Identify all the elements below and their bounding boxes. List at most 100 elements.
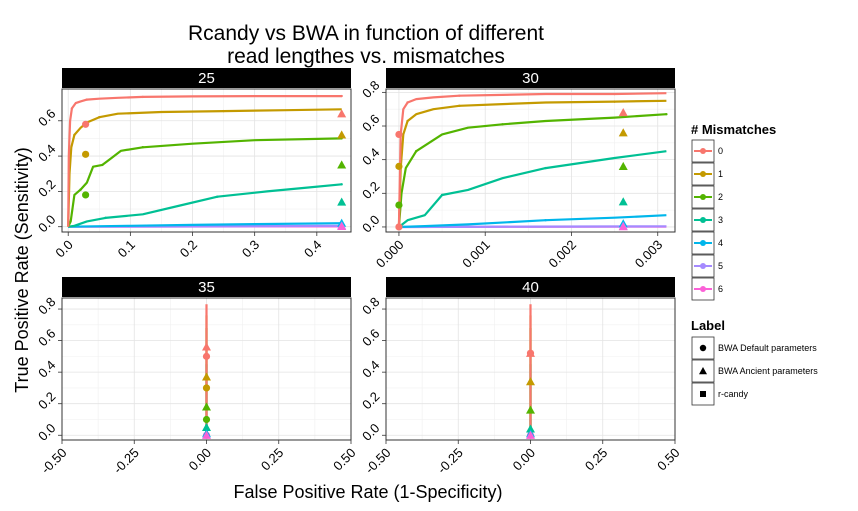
legend-mismatch-title: # Mismatches — [691, 122, 776, 137]
y-tick-label: 0.0 — [359, 212, 382, 235]
rcandy-point — [216, 195, 219, 198]
y-tick-label: 0.6 — [359, 111, 382, 134]
bwa-ancient-point — [202, 430, 211, 439]
bwa-ancient-point — [618, 222, 628, 231]
y-tick-label: 0.4 — [35, 357, 58, 380]
bwa-ancient-point — [618, 161, 628, 170]
y-tick-label: 0.0 — [35, 420, 58, 443]
legend-item-mismatch-4: 4 — [691, 231, 723, 255]
x-tick-label: 0.50 — [330, 445, 359, 474]
rcandy-point — [458, 104, 461, 108]
y-tick-label: 0.8 — [359, 77, 382, 100]
rcandy-point — [406, 119, 409, 123]
legend-item-mismatch-3: 3 — [691, 208, 723, 232]
x-tick-label: 0.00 — [510, 445, 539, 474]
panel-border — [385, 297, 676, 441]
rcandy-point — [414, 150, 418, 153]
x-tick-label: 0.002 — [545, 237, 579, 271]
y-tick-label: 0.2 — [359, 389, 382, 412]
bwa-ancient-point — [618, 128, 628, 137]
legend-label: r-candy — [718, 389, 749, 399]
panel-border — [61, 88, 352, 233]
legend-key-point — [700, 148, 706, 154]
series-line-mismatch-2 — [397, 113, 667, 228]
y-tick-label: 0.2 — [359, 178, 382, 201]
chart-title-line1: Rcandy vs BWA in function of different — [188, 22, 544, 45]
legend-square-icon — [700, 391, 706, 397]
series-line-mismatch-0 — [397, 92, 667, 228]
panel-border — [61, 297, 352, 441]
series-line-mismatch-3 — [398, 150, 667, 228]
legend-item-label-2: r-candy — [691, 382, 749, 406]
bwa-ancient-point — [202, 422, 211, 431]
y-tick-label: 0.6 — [35, 326, 58, 349]
x-tick-label: 0.003 — [632, 237, 666, 271]
strip-40 — [386, 277, 675, 297]
bwa-default-point — [202, 415, 211, 424]
bwa-default-point — [82, 191, 90, 199]
bwa-ancient-point — [526, 405, 535, 414]
legend-item-label-1: BWA Ancient parameters — [691, 359, 818, 383]
bwa-ancient-point — [526, 377, 535, 386]
legend-label: 3 — [718, 215, 723, 225]
x-tick-label: 0.000 — [373, 237, 407, 271]
strip-label: 30 — [522, 70, 539, 87]
x-tick-label: 0.3 — [239, 237, 262, 260]
rcandy-point — [544, 219, 547, 222]
legend-item-mismatch-1: 1 — [691, 162, 723, 186]
rcandy-point — [340, 183, 343, 186]
legend-label: 5 — [718, 261, 723, 271]
rcandy-point — [141, 95, 144, 99]
legend-circle-icon — [699, 344, 707, 352]
bwa-ancient-point — [202, 402, 211, 411]
rcandy-point — [85, 98, 89, 101]
bwa-default-point — [82, 120, 90, 128]
bwa-ancient-point — [337, 197, 347, 206]
series-line-mismatch-3 — [68, 183, 342, 228]
x-tick-label: 0.1 — [115, 237, 138, 260]
legend-item-mismatch-5: 5 — [691, 254, 723, 278]
panel-background — [386, 89, 675, 232]
series-line-mismatch-4 — [68, 222, 342, 228]
strip-label: 25 — [198, 70, 215, 87]
bwa-ancient-point — [618, 197, 628, 206]
legend-item-mismatch-0: 0 — [691, 139, 723, 163]
bwa-default-point — [202, 352, 211, 360]
rcandy-point — [340, 94, 343, 98]
x-tick-label: 0.50 — [654, 445, 683, 474]
rcandy-point — [222, 109, 225, 113]
y-axis-title: True Positive Rate (Sensitivity) — [12, 147, 32, 392]
legend-label: BWA Default parameters — [718, 343, 817, 353]
bwa-default-point — [395, 162, 403, 170]
y-tick-label: 0.0 — [35, 212, 58, 235]
chart-title-line2: read lengthes vs. mismatches — [227, 45, 505, 68]
x-tick-label: -0.25 — [110, 445, 142, 477]
legend-label: 2 — [718, 192, 723, 202]
x-tick-label: 0.4 — [301, 237, 324, 260]
bwa-ancient-point — [337, 130, 347, 139]
panel-border — [385, 88, 676, 233]
y-tick-label: 0.4 — [35, 141, 58, 164]
strip-35 — [62, 277, 351, 297]
x-tick-label: -0.25 — [434, 445, 466, 477]
facet-panel-25: 25 0.0 0.1 0.2 0.3 0.4 0.0 0.2 0.4 0.6 — [35, 68, 352, 260]
bwa-ancient-point — [202, 372, 211, 381]
y-tick-label: 0.4 — [359, 145, 382, 168]
x-tick-label: -0.50 — [38, 445, 70, 477]
panel-background — [62, 89, 351, 232]
legend-label: 4 — [718, 238, 723, 248]
facet-panel-30: 30 0.000 0.001 0.002 0.003 0.0 0.2 0.4 0.6 0.8 — [359, 68, 676, 271]
strip-label: 35 — [198, 279, 215, 296]
y-tick-label: 0.0 — [359, 420, 382, 443]
legend-label-title: Label — [691, 318, 725, 333]
legend-key-point — [700, 217, 706, 223]
rcandy-point — [458, 94, 461, 97]
series-line-mismatch-1 — [397, 99, 667, 228]
legend-key-point — [700, 240, 706, 246]
bwa-default-point — [395, 130, 403, 139]
rcandy-point — [141, 146, 144, 149]
rcandy-point — [73, 133, 76, 137]
rcandy-point — [613, 100, 616, 103]
